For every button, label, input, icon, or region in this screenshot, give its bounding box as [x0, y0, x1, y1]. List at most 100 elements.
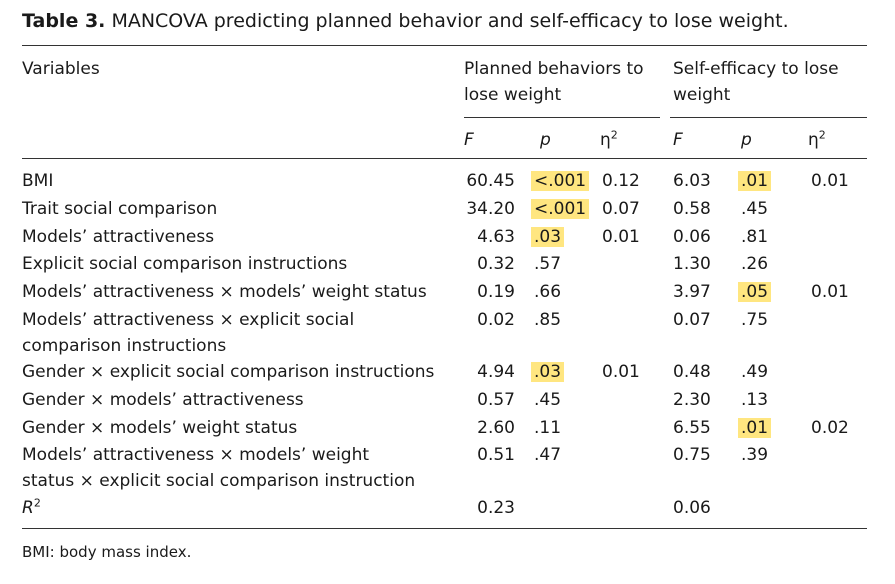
- cell-planned-p-cell: .47: [534, 442, 561, 468]
- cell-planned-p-cell: .03: [531, 224, 565, 250]
- cell-selfeff-p-cell: .05: [738, 279, 772, 305]
- cell-planned-F-cell: 0.57: [462, 387, 515, 413]
- cell-selfeff-F: 0.75: [673, 445, 711, 465]
- cell-selfeff-p-cell: .01: [738, 168, 772, 194]
- r2-sup: 2: [33, 496, 41, 510]
- cell-selfeff-F-cell: 6.03: [673, 168, 711, 194]
- cell-selfeff-F-cell: 0.58: [673, 196, 711, 222]
- header-planned-line1: Planned behaviors to: [464, 59, 644, 79]
- cell-planned-p-cell: .45: [534, 387, 561, 413]
- cell-selfeff-p: .26: [741, 254, 769, 274]
- cell-planned-F: 0.51: [477, 445, 515, 465]
- cell-planned-p-cell: .03: [531, 359, 565, 385]
- cell-selfeff-F: 1.30: [673, 254, 711, 274]
- header-eta1-sup: 2: [610, 128, 618, 142]
- cell-planned-F: 2.60: [477, 418, 515, 438]
- cell-planned-F: 4.63: [477, 227, 515, 247]
- cell-selfeff-F-cell: 2.30: [673, 387, 711, 413]
- cell-planned-eta-cell: 0.01: [602, 224, 640, 250]
- cell-planned-F-cell: 2.60: [462, 415, 515, 441]
- table-caption: Table 3. MANCOVA predicting planned beha…: [22, 10, 789, 32]
- cell-selfeff-F-cell: 6.55: [673, 415, 711, 441]
- header-F1: F: [464, 130, 474, 150]
- cell-selfeff-p-cell: .39: [741, 442, 768, 468]
- row-label: Models’ attractiveness × explicit social: [22, 310, 355, 330]
- row-label: Gender × models’ attractiveness: [22, 390, 304, 410]
- row-label: Trait social comparison: [22, 199, 218, 219]
- header-variables: Variables: [22, 59, 100, 79]
- cell-planned-F-cell: 0.19: [462, 279, 515, 305]
- cell-selfeff-eta: 0.01: [811, 282, 849, 302]
- header-selfeff-line1: Self-efficacy to lose: [673, 59, 839, 79]
- cell-planned-p-cell: .85: [534, 307, 561, 333]
- cell-selfeff-F: 2.30: [673, 390, 711, 410]
- cell-planned-p: .47: [534, 445, 562, 465]
- cell-selfeff-F: 3.97: [673, 282, 711, 302]
- cell-planned-p: .57: [534, 254, 562, 274]
- header-eta2: η: [808, 130, 819, 150]
- cell-planned-p: .85: [534, 310, 562, 330]
- cell-planned-p-cell: .66: [534, 279, 561, 305]
- cell-planned-F-cell: 4.63: [462, 224, 515, 250]
- cell-planned-F: 4.94: [477, 362, 515, 382]
- cell-planned-F: 0.57: [477, 390, 515, 410]
- cell-selfeff-F-cell: 0.07: [673, 307, 711, 333]
- cell-selfeff-p-cell: .01: [738, 415, 772, 441]
- cell-selfeff-F-cell: 1.30: [673, 251, 711, 277]
- cell-selfeff-eta-cell: 0.02: [811, 415, 849, 441]
- r2-selfeff: 0.06: [673, 498, 711, 518]
- cell-planned-F: 0.02: [477, 310, 515, 330]
- row-label: Explicit social comparison instructions: [22, 254, 348, 274]
- cell-planned-F: 0.19: [477, 282, 515, 302]
- cell-selfeff-p-cell: .81: [741, 224, 768, 250]
- cell-selfeff-p-cell: .49: [741, 359, 768, 385]
- cell-planned-eta-cell: 0.07: [602, 196, 640, 222]
- cell-planned-F: 34.20: [466, 199, 515, 219]
- cell-planned-p-cell: .57: [534, 251, 561, 277]
- cell-planned-F: 0.32: [477, 254, 515, 274]
- cell-planned-p: .03: [531, 227, 565, 247]
- cell-selfeff-F: 0.58: [673, 199, 711, 219]
- cell-planned-p: <.001: [531, 171, 590, 191]
- header-p2: p: [741, 130, 752, 150]
- bottom-rule: [22, 528, 867, 529]
- cell-selfeff-p: .81: [741, 227, 769, 247]
- cell-planned-F-cell: 60.45: [462, 168, 515, 194]
- footnote: BMI: body mass index.: [22, 543, 192, 561]
- cell-selfeff-F-cell: 0.48: [673, 359, 711, 385]
- cell-selfeff-p-cell: .26: [741, 251, 768, 277]
- cell-planned-F-cell: 0.02: [462, 307, 515, 333]
- cell-planned-eta: 0.07: [602, 199, 640, 219]
- cell-selfeff-eta: 0.01: [811, 171, 849, 191]
- cell-planned-p: <.001: [531, 199, 590, 219]
- cell-planned-F-cell: 0.32: [462, 251, 515, 277]
- table-title: MANCOVA predicting planned behavior and …: [111, 10, 789, 32]
- cell-selfeff-p: .45: [741, 199, 769, 219]
- cell-planned-eta: 0.01: [602, 362, 640, 382]
- header-eta1: η: [600, 130, 611, 150]
- cell-selfeff-F-cell: 0.75: [673, 442, 711, 468]
- cell-selfeff-p: .75: [741, 310, 769, 330]
- header-selfeff-line2: weight: [673, 85, 731, 105]
- row-label: status × explicit social comparison inst…: [22, 471, 416, 491]
- cell-selfeff-p-cell: .75: [741, 307, 768, 333]
- cell-planned-p: .45: [534, 390, 562, 410]
- row-label: BMI: [22, 171, 54, 191]
- cell-planned-p-cell: <.001: [531, 196, 590, 222]
- cell-selfeff-p-cell: .45: [741, 196, 768, 222]
- cell-planned-eta: 0.01: [602, 227, 640, 247]
- cell-selfeff-p: .13: [741, 390, 769, 410]
- header-F2: F: [673, 130, 683, 150]
- row-label: Gender × explicit social comparison inst…: [22, 362, 435, 382]
- cell-planned-p: .03: [531, 362, 565, 382]
- cell-selfeff-F: 6.03: [673, 171, 711, 191]
- selfeff-subrule: [670, 117, 867, 118]
- row-label: Gender × models’ weight status: [22, 418, 298, 438]
- cell-selfeff-F: 6.55: [673, 418, 711, 438]
- cell-selfeff-p: .05: [738, 282, 772, 302]
- cell-selfeff-F: 0.48: [673, 362, 711, 382]
- cell-selfeff-p: .39: [741, 445, 769, 465]
- cell-selfeff-F-cell: 3.97: [673, 279, 711, 305]
- table-number: Table 3.: [22, 10, 106, 32]
- cell-selfeff-p: .01: [738, 171, 772, 191]
